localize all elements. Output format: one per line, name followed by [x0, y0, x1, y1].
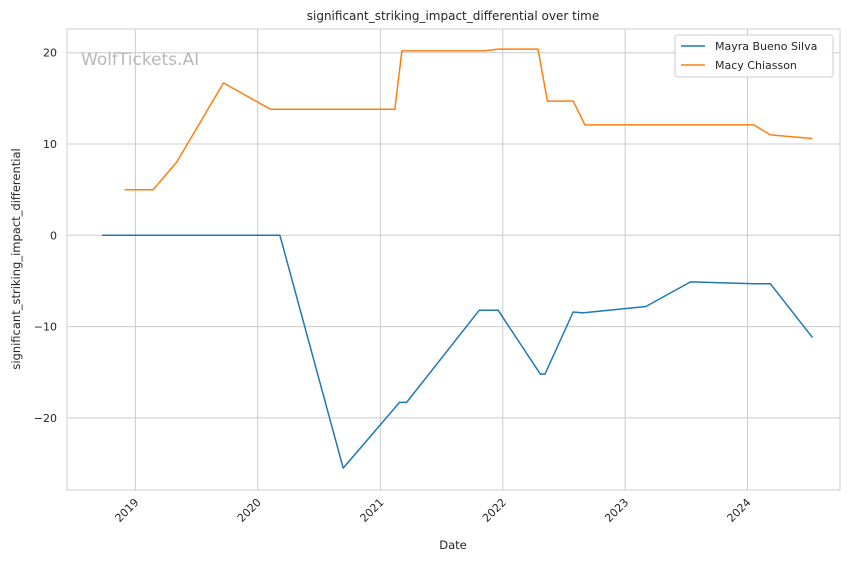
- watermark: WolfTickets.AI: [81, 50, 199, 70]
- y-tick-labels: −20 −10 0 10 20: [34, 47, 57, 425]
- plot-area-border: [66, 28, 841, 491]
- x-tick-labels: 2019 2020 2021 2022 2023 2024: [113, 496, 754, 525]
- x-tick-label: 2019: [113, 496, 142, 525]
- chart-title: significant_striking_impact_differential…: [307, 9, 599, 23]
- x-tick-label: 2022: [480, 496, 509, 525]
- legend-label-1: Macy Chiasson: [715, 59, 797, 72]
- x-tick-label: 2020: [235, 496, 264, 525]
- y-tick-label: −10: [34, 321, 57, 334]
- x-axis-label: Date: [439, 538, 467, 552]
- series-line-0: [102, 234, 814, 469]
- y-tick-label: 10: [43, 138, 57, 151]
- x-tick-label: 2024: [725, 496, 754, 525]
- legend: Mayra Bueno Silva Macy Chiasson: [674, 34, 834, 78]
- grid: [67, 29, 840, 490]
- y-tick-label: −20: [34, 412, 57, 425]
- series-line-1: [124, 48, 813, 191]
- y-axis-label: significant_striking_impact_differential: [9, 148, 23, 369]
- y-tick-label: 0: [50, 229, 57, 242]
- series-layer: [102, 48, 814, 469]
- legend-box: [674, 34, 834, 78]
- x-tick-label: 2023: [602, 496, 631, 525]
- x-tick-label: 2021: [358, 496, 387, 525]
- legend-label-0: Mayra Bueno Silva: [715, 40, 817, 53]
- y-tick-label: 20: [43, 47, 57, 60]
